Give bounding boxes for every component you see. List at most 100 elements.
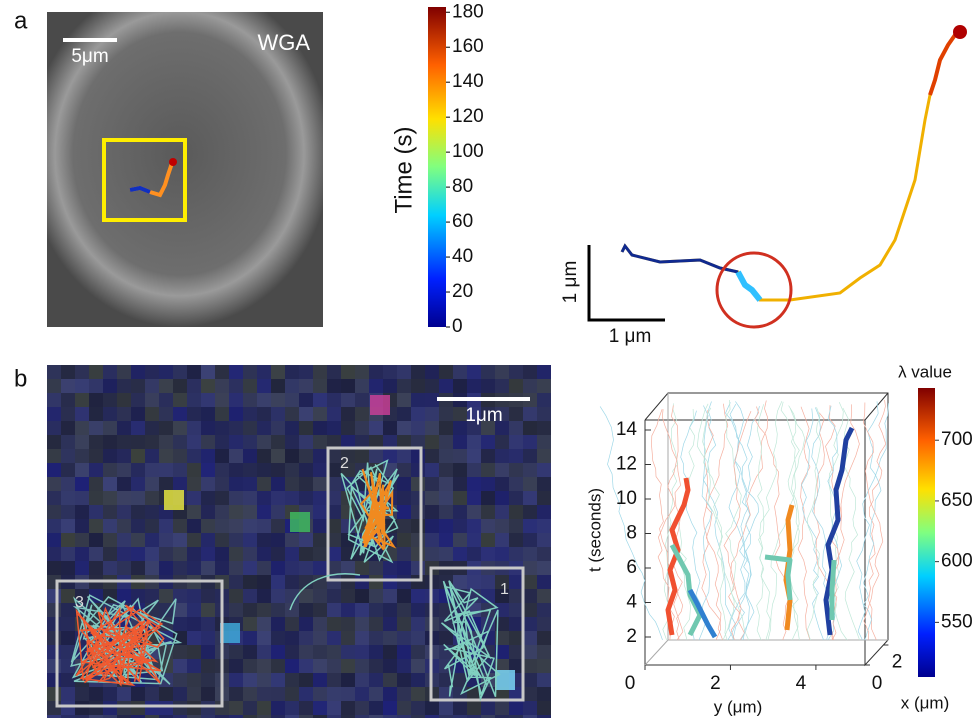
pixel [47, 603, 61, 617]
pixel [369, 687, 383, 701]
pixel [481, 491, 495, 505]
pixel [453, 491, 467, 505]
pixel [243, 561, 257, 575]
pixel [271, 365, 285, 379]
pixel [201, 533, 215, 547]
pixel [187, 659, 201, 673]
pixel [411, 617, 425, 631]
pixel [495, 435, 509, 449]
pixel [47, 631, 61, 645]
pixel [341, 407, 355, 421]
pixel [47, 561, 61, 575]
spot [370, 395, 390, 415]
pixel [369, 631, 383, 645]
pixel [327, 421, 341, 435]
pixel [537, 421, 551, 435]
pixel [243, 673, 257, 687]
pixel [467, 435, 481, 449]
colorbar-tick-label: 550 [941, 611, 973, 632]
pixel [313, 547, 327, 561]
pixel [61, 407, 75, 421]
pixel [383, 561, 397, 575]
pixel [103, 407, 117, 421]
pixel [75, 701, 89, 715]
pixel [173, 421, 187, 435]
pixel [117, 379, 131, 393]
pixel [187, 603, 201, 617]
pixel [299, 421, 313, 435]
pixel [523, 463, 537, 477]
pixel [145, 561, 159, 575]
pixel [257, 379, 271, 393]
pixel [523, 435, 537, 449]
pixel [523, 547, 537, 561]
pixel [509, 463, 523, 477]
pixel [523, 407, 537, 421]
pixel [397, 365, 411, 379]
pixel [313, 491, 327, 505]
pixel [481, 505, 495, 519]
pixel [229, 701, 243, 715]
pixel [131, 463, 145, 477]
pixel [411, 393, 425, 407]
scale-label: 1μm [465, 405, 502, 426]
pixel [89, 491, 103, 505]
pixel [131, 379, 145, 393]
pixel [453, 379, 467, 393]
pixel [509, 491, 523, 505]
pixel [257, 477, 271, 491]
pixel [173, 407, 187, 421]
pixel [229, 547, 243, 561]
pixel [313, 687, 327, 701]
pixel [495, 463, 509, 477]
pixel [117, 519, 131, 533]
pixel [439, 491, 453, 505]
pixel [411, 575, 425, 589]
spot [164, 490, 184, 510]
pixel [75, 561, 89, 575]
pixel [243, 687, 257, 701]
trajectory-end [953, 25, 967, 39]
pixel [159, 477, 173, 491]
pixel [173, 533, 187, 547]
pixel [229, 477, 243, 491]
pixel [439, 421, 453, 435]
axis-label: x (μm) [901, 693, 950, 712]
pixel [523, 561, 537, 575]
pixel [215, 547, 229, 561]
pixel [453, 519, 467, 533]
pixel [243, 575, 257, 589]
pixel [341, 365, 355, 379]
pixel [355, 617, 369, 631]
pixel [383, 645, 397, 659]
pixel [355, 379, 369, 393]
pixel [397, 561, 411, 575]
pixel [131, 365, 145, 379]
pixel [271, 393, 285, 407]
pixel [145, 505, 159, 519]
pixel [173, 687, 187, 701]
pixel [341, 701, 355, 715]
pixel [243, 379, 257, 393]
pixel [117, 505, 131, 519]
background-track [757, 401, 782, 640]
colorbar-tick-label: 60 [452, 211, 473, 232]
pixel [439, 379, 453, 393]
pixel [299, 631, 313, 645]
pixel [355, 645, 369, 659]
pixel [229, 491, 243, 505]
pixel [411, 561, 425, 575]
pixel [229, 393, 243, 407]
pixel [173, 547, 187, 561]
pixel [47, 491, 61, 505]
pixel [47, 365, 61, 379]
pixel [103, 505, 117, 519]
pixel [299, 617, 313, 631]
pixel [523, 519, 537, 533]
pixel [271, 449, 285, 463]
pixel [201, 631, 215, 645]
pixel [397, 645, 411, 659]
pixel [271, 589, 285, 603]
pixel [313, 631, 327, 645]
pixel [215, 463, 229, 477]
